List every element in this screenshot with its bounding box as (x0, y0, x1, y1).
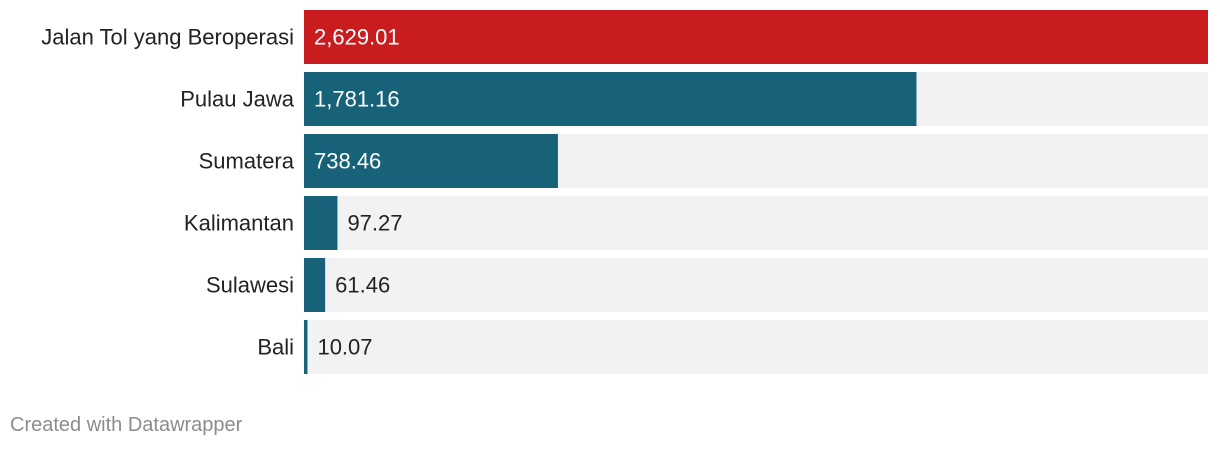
category-label: Bali (257, 335, 294, 360)
value-label: 1,781.16 (314, 87, 400, 112)
bar-track (304, 196, 1208, 250)
category-label: Sumatera (199, 149, 295, 174)
bar-track (304, 258, 1208, 312)
datawrapper-credit: Created with Datawrapper (10, 414, 243, 436)
bar (304, 320, 308, 374)
category-label: Pulau Jawa (180, 87, 295, 112)
category-label: Kalimantan (184, 211, 294, 236)
bar-chart: Jalan Tol yang Beroperasi 2,629.01 Pulau J… (41, 10, 1208, 374)
bar-track (304, 320, 1208, 374)
category-label: Jalan Tol yang Beroperasi (41, 25, 294, 50)
bar (304, 72, 917, 126)
bar (304, 196, 338, 250)
value-label: 10.07 (317, 335, 372, 360)
bar (304, 258, 326, 312)
category-label: Sulawesi (206, 273, 294, 298)
value-label: 2,629.01 (314, 25, 400, 50)
value-label: 738.46 (314, 149, 381, 174)
bar (304, 10, 1208, 64)
value-label: 97.27 (347, 211, 402, 236)
bar (304, 134, 558, 188)
value-label: 61.46 (335, 273, 390, 298)
